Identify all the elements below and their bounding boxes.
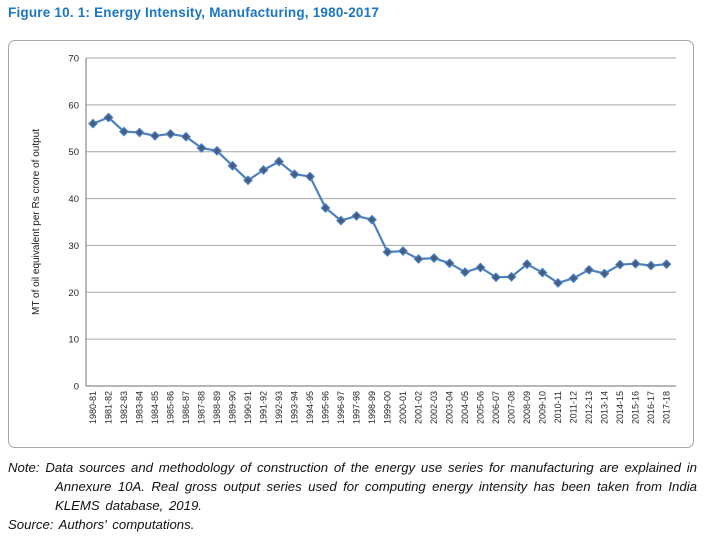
notes-block: Note: Data sources and methodology of co… <box>8 458 697 534</box>
data-point-marker <box>646 260 656 271</box>
x-tick-label: 1992-93 <box>274 391 284 424</box>
energy-intensity-line-chart: 0 10 20 30 40 50 60 70 1980-81 1981-82 1982-83 1983… <box>31 54 676 424</box>
data-point-marker <box>196 143 207 153</box>
data-point-marker <box>568 273 579 284</box>
x-tick-label: 1983-84 <box>135 391 145 424</box>
data-point-marker <box>553 277 563 288</box>
x-tick-label: 2000-01 <box>398 391 408 424</box>
data-point-marker <box>522 259 532 270</box>
x-tick-label: 2012-13 <box>584 391 594 424</box>
data-point-marker <box>661 259 672 270</box>
source-paragraph: Source: Authors' computations. <box>8 515 697 534</box>
data-point-marker <box>429 253 439 263</box>
x-tick-label: 2014-15 <box>615 391 625 424</box>
y-tick-label: 30 <box>68 241 79 252</box>
data-point-marker <box>181 131 191 142</box>
y-tick-label: 20 <box>68 288 79 299</box>
data-point-marker <box>630 258 641 269</box>
data-point-marker <box>150 130 160 141</box>
data-point-marker <box>398 246 408 256</box>
data-point-marker <box>212 145 222 156</box>
figure-title: Figure 10. 1: Energy Intensity, Manufact… <box>8 5 380 20</box>
data-point-marker <box>320 203 331 213</box>
data-point-marker <box>351 210 362 221</box>
data-point-marker <box>243 175 253 186</box>
series-line <box>91 116 668 284</box>
data-point-marker <box>537 267 548 278</box>
x-tick-label: 1989-90 <box>228 391 238 424</box>
data-point-marker <box>165 128 176 139</box>
x-tick-label: 2006-07 <box>491 391 501 424</box>
data-point-marker <box>444 258 455 269</box>
data-point-marker <box>88 118 98 129</box>
data-point-marker <box>584 264 594 275</box>
x-tick-label: 1993-94 <box>290 391 300 424</box>
x-tick-label: 1986-87 <box>181 391 191 424</box>
y-tick-label: 0 <box>74 382 79 393</box>
x-tick-label: 2013-14 <box>600 391 610 424</box>
x-tick-label: 2010-11 <box>553 391 563 423</box>
x-tick-label: 1985-86 <box>166 391 176 424</box>
x-tick-label: 1997-98 <box>352 391 362 424</box>
y-tick-label: 50 <box>68 147 79 158</box>
data-point-marker <box>258 165 269 175</box>
x-tick-label: 1994-95 <box>305 391 315 424</box>
data-point-marker <box>289 169 300 180</box>
y-tick-label: 40 <box>68 194 79 205</box>
data-point-marker <box>103 112 114 123</box>
x-tick-label: 1991-92 <box>259 391 269 424</box>
source-body: Authors' computations. <box>58 517 195 532</box>
x-tick-label: 1988-89 <box>212 391 222 424</box>
y-axis-title: MT of oil equivalent per Rs crore of out… <box>31 129 42 315</box>
x-tick-label: 1998-99 <box>367 391 377 424</box>
data-point-marker <box>615 259 625 270</box>
x-tick-label: 2008-09 <box>522 391 532 424</box>
x-tick-label: 2002-03 <box>429 391 439 424</box>
x-tick-label: 1984-85 <box>150 391 160 424</box>
x-tick-label: 2004-05 <box>460 391 470 424</box>
y-tick-label: 60 <box>68 100 79 111</box>
y-tick-label: 10 <box>68 335 79 346</box>
x-tick-label: 2005-06 <box>476 391 486 424</box>
x-tick-label: 1995-96 <box>321 391 331 424</box>
x-tick-label: 1981-82 <box>104 391 114 424</box>
x-tick-label: 1999-00 <box>383 391 393 424</box>
x-tick-label: 1982-83 <box>119 391 129 424</box>
data-point-marker <box>227 160 238 171</box>
data-point-marker <box>460 267 470 278</box>
x-tick-label: 2015-16 <box>631 391 641 424</box>
data-point-marker <box>305 171 315 182</box>
x-tick-label: 2009-10 <box>538 391 548 424</box>
x-tick-label: 2011-12 <box>569 391 579 423</box>
data-point-marker <box>367 214 377 225</box>
x-tick-label: 1987-88 <box>197 391 207 424</box>
data-point-marker <box>134 127 145 138</box>
x-tick-label: 2016-17 <box>646 391 656 424</box>
data-point-marker <box>599 268 610 279</box>
x-tick-label: 2003-04 <box>445 391 455 424</box>
note-paragraph: Note: Data sources and methodology of co… <box>8 458 697 515</box>
chart-frame: 0 10 20 30 40 50 60 70 1980-81 1981-82 1982-83 1983… <box>8 40 694 448</box>
x-tick-label: 1980-81 <box>88 391 98 424</box>
note-label: Note: <box>8 460 40 475</box>
data-point-marker <box>382 247 393 257</box>
data-point-marker <box>413 254 424 264</box>
x-tick-label: 1990-91 <box>243 391 253 424</box>
note-body: Data sources and methodology of construc… <box>45 460 697 513</box>
y-tick-label: 70 <box>68 54 79 65</box>
data-point-marker <box>475 262 486 273</box>
data-point-marker <box>274 156 284 167</box>
x-tick-label: 1996-97 <box>336 391 346 424</box>
data-point-marker <box>506 271 517 282</box>
data-point-marker <box>491 272 501 283</box>
source-label: Source: <box>8 517 54 532</box>
x-tick-label: 2007-08 <box>507 391 517 424</box>
data-point-marker <box>336 215 346 226</box>
x-tick-label: 2001-02 <box>414 391 424 424</box>
x-tick-label: 2017-18 <box>662 391 672 424</box>
data-point-marker <box>119 126 129 137</box>
